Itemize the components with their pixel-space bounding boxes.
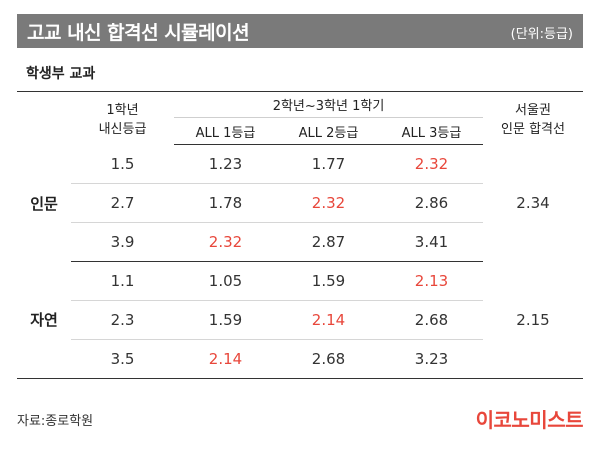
all1-cell: 2.32 bbox=[174, 222, 277, 262]
cutoff-table: 1학년 내신등급 2학년~3학년 1학기 서울권 인문 합격선 ALL 1등급 … bbox=[17, 91, 583, 379]
grade1-cell: 1.1 bbox=[71, 261, 174, 301]
seoul-cutoff: 2.34 bbox=[516, 194, 550, 212]
grade1-cell: 1.5 bbox=[71, 144, 174, 184]
header-grade1: 1학년 내신등급 bbox=[71, 92, 174, 145]
all2-cell: 2.32 bbox=[277, 183, 380, 223]
table-row: 인문 1.5 1.23 1.77 2.32 2.34 bbox=[17, 144, 583, 213]
unit-label: (단위:등급) bbox=[510, 27, 573, 42]
header-seoul-line2: 인문 합격선 bbox=[501, 122, 565, 138]
table-row: 자연 1.1 1.05 1.59 2.13 2.15 bbox=[17, 261, 583, 329]
all2-cell: 2.68 bbox=[277, 339, 380, 379]
header-span: 2학년~3학년 1학기 bbox=[174, 91, 483, 118]
header-grade1-line2: 내신등급 bbox=[98, 122, 147, 138]
all2-cell: 1.77 bbox=[277, 144, 380, 184]
all3-cell: 2.32 bbox=[380, 144, 483, 184]
table-row: 2.3 1.59 2.14 2.68 bbox=[17, 300, 583, 340]
all2-cell: 1.59 bbox=[277, 261, 380, 301]
seoul-cutoff: 2.15 bbox=[516, 310, 550, 329]
all3-cell: 2.68 bbox=[380, 300, 483, 340]
grade1-cell: 3.9 bbox=[71, 222, 174, 262]
header-all3: ALL 3등급 bbox=[380, 117, 483, 145]
grade1-cell: 2.3 bbox=[71, 300, 174, 340]
source-note: 자료:종로학원 bbox=[17, 414, 94, 429]
all2-cell: 2.14 bbox=[277, 300, 380, 340]
track-label: 자연 bbox=[30, 311, 58, 330]
header-seoul-line1: 서울권 bbox=[515, 103, 551, 119]
table-body: 인문 1.5 1.23 1.77 2.32 2.34 2.7 1.78 2.32 2.86 3.9 2… bbox=[17, 144, 583, 379]
all3-cell: 3.41 bbox=[380, 222, 483, 262]
header-track bbox=[17, 92, 71, 145]
all2-cell: 2.87 bbox=[277, 222, 380, 262]
all1-cell: 1.23 bbox=[174, 144, 277, 184]
header-grade1-line1: 1학년 bbox=[106, 103, 139, 119]
all1-cell: 1.59 bbox=[174, 300, 277, 340]
header-seoul: 서울권 인문 합격선 bbox=[483, 92, 583, 145]
grade1-cell: 3.5 bbox=[71, 339, 174, 379]
all1-cell: 1.05 bbox=[174, 261, 277, 301]
all3-cell: 3.23 bbox=[380, 339, 483, 379]
table-row: 3.5 2.14 2.68 3.23 bbox=[17, 339, 583, 379]
all1-cell: 1.78 bbox=[174, 183, 277, 223]
track-label: 인문 bbox=[30, 194, 58, 213]
table-row: 2.7 1.78 2.32 2.86 bbox=[17, 183, 583, 223]
table-subtitle: 학생부 교과 bbox=[26, 66, 96, 82]
title-bar: 고교 내신 합격선 시뮬레이션 (단위:등급) bbox=[17, 14, 583, 48]
table-row: 3.9 2.32 2.87 3.41 bbox=[17, 222, 583, 262]
grade1-cell: 2.7 bbox=[71, 183, 174, 223]
header-all2: ALL 2등급 bbox=[277, 117, 380, 145]
page-title: 고교 내신 합격선 시뮬레이션 bbox=[27, 22, 250, 44]
all1-cell: 2.14 bbox=[174, 339, 277, 379]
all3-cell: 2.13 bbox=[380, 261, 483, 301]
publisher-logo: 이코노미스트 bbox=[475, 408, 584, 432]
header-all1: ALL 1등급 bbox=[174, 117, 277, 145]
all3-cell: 2.86 bbox=[380, 183, 483, 223]
